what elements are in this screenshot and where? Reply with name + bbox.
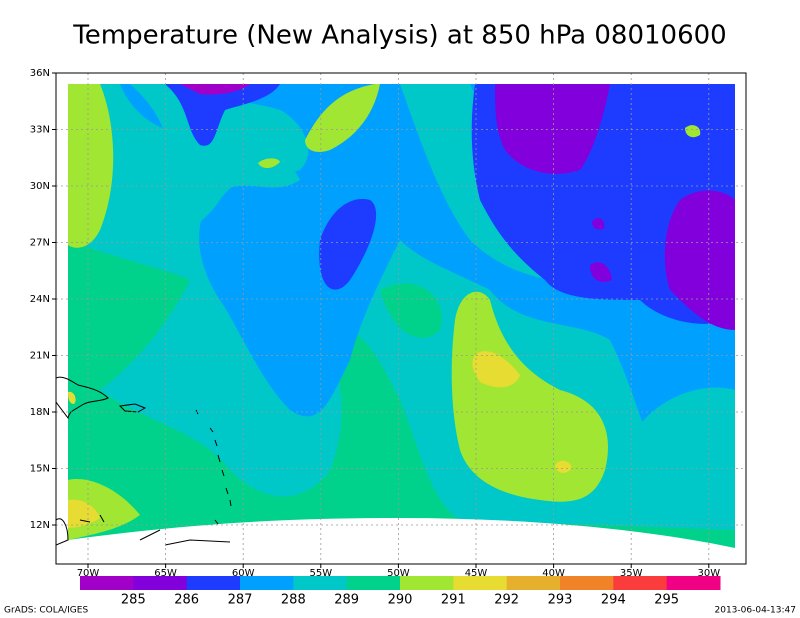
map-title: Temperature (New Analysis) at 850 hPa 08… <box>72 21 726 51</box>
colorbar-swatch <box>80 576 134 590</box>
lon-label: 35W <box>620 568 643 579</box>
map-frame <box>55 72 747 565</box>
graticule <box>56 73 746 564</box>
lon-label: 60W <box>232 568 255 579</box>
colorbar-label: 286 <box>174 593 199 608</box>
colorbar-swatch <box>186 576 241 590</box>
colorbar-label: 291 <box>441 593 466 608</box>
colorbar-label: 294 <box>601 593 626 608</box>
colorbar-label: 295 <box>654 593 679 608</box>
colorbar-swatch <box>613 576 668 590</box>
colorbar-swatch <box>346 576 401 590</box>
colorbar-label: 288 <box>281 593 306 608</box>
lon-label: 70W <box>77 568 100 579</box>
colorbar-swatch <box>453 576 508 590</box>
colorbar-label: 290 <box>388 593 413 608</box>
colorbar-swatch <box>560 576 614 590</box>
lon-label: 55W <box>309 568 332 579</box>
lat-label: 24N <box>30 294 50 305</box>
lat-label: 18N <box>30 407 50 418</box>
lon-label: 65W <box>154 568 177 579</box>
colorbar-swatch <box>506 576 561 590</box>
lon-label: 30W <box>697 568 720 579</box>
lat-label: 33N <box>30 125 50 136</box>
footer-left: GrADS: COLA/IGES <box>4 606 88 616</box>
lat-label: 30N <box>30 181 50 192</box>
lat-label: 15N <box>30 464 50 475</box>
lat-label: 21N <box>30 351 50 362</box>
colorbar-swatch <box>133 576 188 590</box>
colorbar-label: 289 <box>334 593 359 608</box>
colorbar-label: 293 <box>548 593 573 608</box>
colorbar-label: 287 <box>228 593 253 608</box>
lat-label: 36N <box>30 68 50 79</box>
lat-label: 27N <box>30 238 50 249</box>
footer-right: 2013-06-04-13:47 <box>715 606 797 616</box>
temperature-field <box>56 84 746 564</box>
lon-label: 45W <box>465 568 488 579</box>
colorbar-swatch <box>293 576 348 590</box>
lon-label: 40W <box>542 568 565 579</box>
colorbar-label: 292 <box>494 593 519 608</box>
colorbar-swatch <box>400 576 454 590</box>
lat-label: 12N <box>30 520 50 531</box>
lon-label: 50W <box>387 568 410 579</box>
colorbar-label: 285 <box>121 593 146 608</box>
colorbar-swatch <box>666 576 721 590</box>
colorbar-swatch <box>240 576 294 590</box>
